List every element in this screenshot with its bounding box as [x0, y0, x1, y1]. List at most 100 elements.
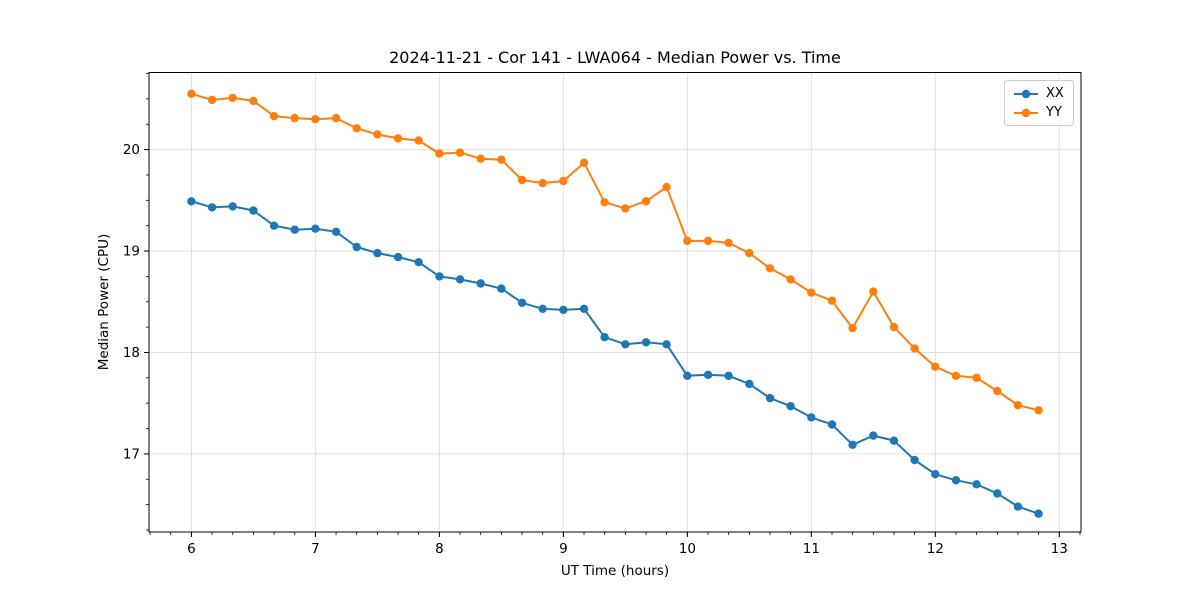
data-point-yy — [476, 154, 485, 163]
data-point-yy — [683, 236, 692, 246]
series-line-yy — [190, 92, 1040, 412]
data-point-yy — [269, 111, 279, 121]
data-point-xx — [435, 272, 444, 281]
series-line-xx — [190, 200, 1040, 515]
legend-line-marker-icon — [1014, 89, 1038, 98]
data-point-yy — [1034, 406, 1043, 415]
data-point-yy — [703, 236, 713, 246]
data-point-yy — [910, 344, 919, 353]
axes-border — [148, 72, 1082, 533]
data-point-yy — [290, 113, 299, 123]
y-tick-label: 19 — [123, 244, 140, 260]
data-point-xx — [269, 221, 279, 230]
data-point-xx — [559, 305, 568, 315]
x-tick-label: 13 — [1051, 541, 1068, 557]
data-point-xx — [765, 393, 775, 403]
data-point-xx — [207, 203, 217, 212]
data-point-yy — [807, 288, 816, 297]
y-tick-label: 18 — [123, 345, 140, 361]
data-point-xx — [786, 402, 795, 411]
x-tick-label: 10 — [679, 541, 696, 557]
data-point-xx — [889, 436, 899, 445]
data-point-yy — [331, 113, 341, 123]
data-point-xx — [662, 340, 671, 349]
data-point-yy — [786, 275, 795, 284]
data-point-xx — [187, 197, 196, 206]
data-point-yy — [641, 197, 651, 206]
data-point-yy — [1013, 401, 1023, 410]
data-point-xx — [931, 470, 940, 479]
legend: XX YY — [1004, 80, 1074, 126]
legend-line-marker-icon — [1014, 108, 1038, 117]
x-tick-label: 8 — [435, 541, 444, 557]
data-point-yy — [889, 322, 899, 332]
data-point-yy — [931, 362, 940, 371]
data-point-xx — [683, 371, 692, 380]
data-point-xx — [951, 476, 961, 485]
y-tick-label: 17 — [123, 446, 140, 462]
data-point-yy — [972, 373, 981, 382]
data-point-yy — [538, 178, 547, 188]
y-axis-label: Median Power (CPU) — [96, 233, 112, 371]
data-point-yy — [517, 175, 527, 185]
data-point-xx — [869, 431, 878, 440]
x-tick-label: 7 — [311, 541, 320, 557]
data-point-yy — [311, 115, 320, 124]
data-point-yy — [724, 238, 733, 248]
legend-label: YY — [1046, 105, 1062, 120]
data-point-yy — [352, 124, 361, 133]
data-point-xx — [290, 225, 299, 234]
data-point-yy — [187, 89, 196, 99]
legend-item-yy: YY — [1013, 105, 1065, 120]
data-point-yy — [827, 296, 837, 305]
data-point-xx — [703, 370, 713, 379]
y-tick-label: 20 — [123, 142, 140, 158]
data-point-xx — [311, 224, 320, 233]
legend-label: XX — [1046, 86, 1064, 101]
data-point-xx — [600, 333, 609, 342]
data-point-yy — [993, 386, 1002, 396]
data-point-xx — [621, 340, 630, 349]
data-point-xx — [538, 304, 547, 313]
x-tick-label: 11 — [803, 541, 820, 557]
data-point-yy — [373, 130, 382, 139]
data-point-yy — [621, 204, 630, 213]
data-point-yy — [579, 158, 589, 167]
data-point-xx — [393, 252, 403, 262]
data-point-xx — [910, 455, 919, 465]
data-point-yy — [393, 134, 403, 143]
data-point-yy — [765, 264, 775, 273]
x-tick-label: 9 — [559, 541, 568, 557]
data-point-xx — [476, 279, 485, 288]
data-point-xx — [1034, 509, 1043, 518]
data-point-yy — [662, 182, 671, 192]
data-point-xx — [373, 248, 382, 258]
data-point-yy — [745, 248, 754, 258]
data-point-xx — [352, 242, 361, 252]
data-point-xx — [641, 338, 651, 347]
legend-marker — [1021, 89, 1031, 98]
data-point-yy — [559, 176, 568, 186]
data-point-xx — [249, 206, 258, 215]
data-point-yy — [249, 96, 258, 106]
data-point-xx — [455, 275, 465, 284]
data-point-yy — [455, 148, 465, 157]
data-point-xx — [745, 379, 754, 389]
data-point-xx — [827, 420, 837, 429]
x-tick-label: 6 — [187, 541, 196, 557]
data-point-xx — [724, 371, 733, 380]
data-point-yy — [848, 323, 857, 333]
data-point-xx — [972, 480, 981, 489]
data-point-xx — [414, 258, 423, 267]
data-point-yy — [435, 149, 444, 158]
data-point-yy — [497, 155, 506, 164]
data-point-xx — [517, 298, 527, 307]
data-point-xx — [331, 227, 341, 236]
data-point-yy — [869, 287, 878, 296]
data-point-yy — [207, 95, 217, 105]
data-point-xx — [848, 440, 857, 449]
data-point-xx — [993, 489, 1002, 498]
data-point-xx — [497, 284, 506, 293]
data-point-xx — [579, 304, 589, 313]
